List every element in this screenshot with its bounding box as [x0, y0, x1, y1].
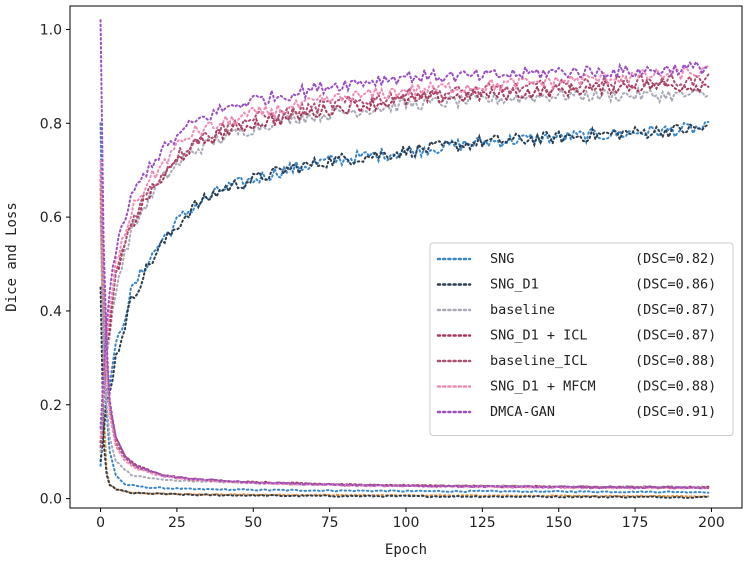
legend-entry-dsc: (DSC=0.91)	[635, 404, 716, 420]
x-tick-label: 0	[96, 515, 105, 531]
series-layer	[99, 19, 710, 499]
x-tick-label: 200	[698, 515, 725, 531]
y-tick-label: 0.0	[40, 492, 62, 508]
legend-entry-dsc: (DSC=0.87)	[635, 328, 716, 344]
series-line-dice-4	[99, 72, 710, 449]
series-line-dice-1	[99, 122, 710, 463]
series-line-dice-3	[99, 78, 710, 444]
legend-entry-name: baseline_ICL	[490, 353, 588, 369]
y-tick-label: 1.0	[40, 22, 62, 38]
series-line-dice-2	[99, 84, 710, 453]
legend-entry-dsc: (DSC=0.86)	[635, 277, 716, 293]
x-tick-label: 25	[168, 515, 186, 531]
x-tick-label: 100	[393, 515, 420, 531]
legend-entry-name: SNG_D1	[490, 277, 539, 293]
ticks-layer: 0 25 50 75 100 125 150 175 200 0.0 0.2 0.4 0.6 0.8 1.0	[40, 22, 725, 531]
series-line-dice-6	[99, 59, 710, 430]
y-tick-label: 0.6	[40, 210, 62, 226]
legend-entry-name: DMCA-GAN	[490, 404, 555, 420]
legend-entry-name: SNG	[490, 251, 514, 267]
x-axis-label: Epoch	[385, 542, 427, 558]
series-line-loss-1	[99, 286, 710, 499]
legend-entry-dsc: (DSC=0.82)	[635, 251, 716, 267]
x-tick-label: 125	[469, 515, 496, 531]
y-tick-label: 0.4	[40, 304, 62, 320]
x-tick-label: 50	[244, 515, 262, 531]
legend-box	[429, 242, 734, 436]
series-line-loss-0	[99, 122, 710, 494]
x-tick-label: 75	[321, 515, 339, 531]
y-tick-label: 0.2	[40, 398, 62, 414]
y-tick-label: 0.8	[40, 116, 62, 132]
series-line-loss-6	[99, 19, 710, 490]
legend-entry-dsc: (DSC=0.88)	[635, 353, 716, 369]
legend-entry-name: SNG_D1 + ICL	[490, 328, 588, 344]
legend-entry-dsc: (DSC=0.88)	[635, 379, 716, 395]
x-tick-label: 175	[622, 515, 649, 531]
legend-entry-name: SNG_D1 + MFCM	[490, 379, 596, 395]
series-line-dice-5	[99, 65, 710, 439]
legend: SNG (DSC=0.82) SNG_D1 (DSC=0.86) baseline (DS…	[429, 242, 734, 436]
legend-entry-name: baseline	[490, 302, 555, 318]
legend-entry-dsc: (DSC=0.87)	[635, 302, 716, 318]
x-tick-label: 150	[545, 515, 572, 531]
y-axis-label: Dice and Loss	[4, 202, 20, 312]
